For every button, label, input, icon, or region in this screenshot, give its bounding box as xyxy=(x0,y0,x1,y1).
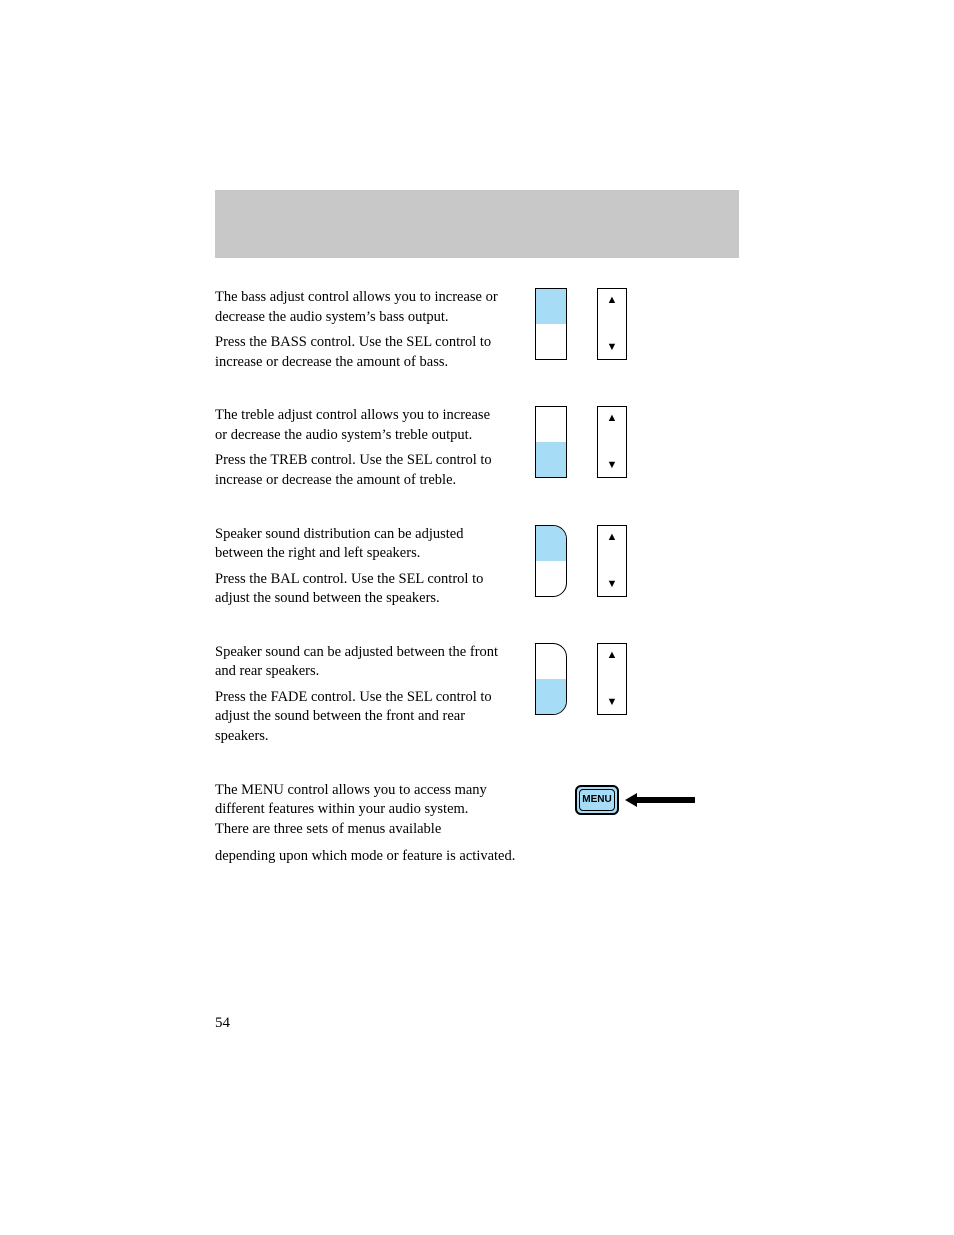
bass-section: The bass adjust control allows you to in… xyxy=(215,288,739,378)
down-arrow-icon: ▼ xyxy=(607,460,618,471)
header-bar xyxy=(215,190,739,258)
bass-fill xyxy=(536,289,566,324)
balance-text: Speaker sound distribution can be adjust… xyxy=(215,525,525,615)
balance-fill xyxy=(536,526,566,561)
up-arrow-icon: ▲ xyxy=(607,650,618,661)
fade-graphic: ▲ ▼ xyxy=(535,643,627,715)
fade-sel-box: ▲ ▼ xyxy=(597,643,627,715)
fade-text: Speaker sound can be adjusted between th… xyxy=(215,643,525,753)
fade-fill xyxy=(536,679,566,714)
page-number: 54 xyxy=(215,1015,230,1032)
balance-indicator xyxy=(535,525,567,597)
up-arrow-icon: ▲ xyxy=(607,532,618,543)
balance-graphic: ▲ ▼ xyxy=(535,525,627,597)
treble-indicator xyxy=(535,406,567,478)
fade-section: Speaker sound can be adjusted between th… xyxy=(215,643,739,753)
balance-paragraph-2: Press the BAL control. Use the SEL contr… xyxy=(215,570,505,609)
bass-paragraph-1: The bass adjust control allows you to in… xyxy=(215,288,505,327)
balance-sel-box: ▲ ▼ xyxy=(597,525,627,597)
fade-paragraph-1: Speaker sound can be adjusted between th… xyxy=(215,643,505,682)
menu-text: The MENU control allows you to access ma… xyxy=(215,781,525,846)
balance-paragraph-1: Speaker sound distribution can be adjust… xyxy=(215,525,505,564)
treble-paragraph-2: Press the TREB control. Use the SEL cont… xyxy=(215,451,505,490)
menu-graphic: MENU xyxy=(575,785,695,815)
menu-paragraph-1: The MENU control allows you to access ma… xyxy=(215,781,505,840)
treble-text: The treble adjust control allows you to … xyxy=(215,406,525,496)
menu-continuation: depending upon which mode or feature is … xyxy=(215,847,739,867)
bass-paragraph-2: Press the BASS control. Use the SEL cont… xyxy=(215,333,505,372)
treble-paragraph-1: The treble adjust control allows you to … xyxy=(215,406,505,445)
down-arrow-icon: ▼ xyxy=(607,697,618,708)
treble-fill xyxy=(536,442,566,477)
treble-sel-box: ▲ ▼ xyxy=(597,406,627,478)
menu-button-icon: MENU xyxy=(575,785,619,815)
balance-section: Speaker sound distribution can be adjust… xyxy=(215,525,739,615)
menu-section: The MENU control allows you to access ma… xyxy=(215,781,739,867)
bass-graphic: ▲ ▼ xyxy=(535,288,627,360)
down-arrow-icon: ▼ xyxy=(607,579,618,590)
up-arrow-icon: ▲ xyxy=(607,413,618,424)
bass-indicator xyxy=(535,288,567,360)
bass-text: The bass adjust control allows you to in… xyxy=(215,288,525,378)
page-content: The bass adjust control allows you to in… xyxy=(0,0,954,867)
treble-graphic: ▲ ▼ xyxy=(535,406,627,478)
menu-button-label: MENU xyxy=(582,794,611,805)
arrow-left-icon xyxy=(625,793,695,807)
down-arrow-icon: ▼ xyxy=(607,342,618,353)
fade-paragraph-2: Press the FADE control. Use the SEL cont… xyxy=(215,688,505,747)
fade-indicator xyxy=(535,643,567,715)
bass-sel-box: ▲ ▼ xyxy=(597,288,627,360)
treble-section: The treble adjust control allows you to … xyxy=(215,406,739,496)
menu-row: The MENU control allows you to access ma… xyxy=(215,781,739,846)
up-arrow-icon: ▲ xyxy=(607,295,618,306)
